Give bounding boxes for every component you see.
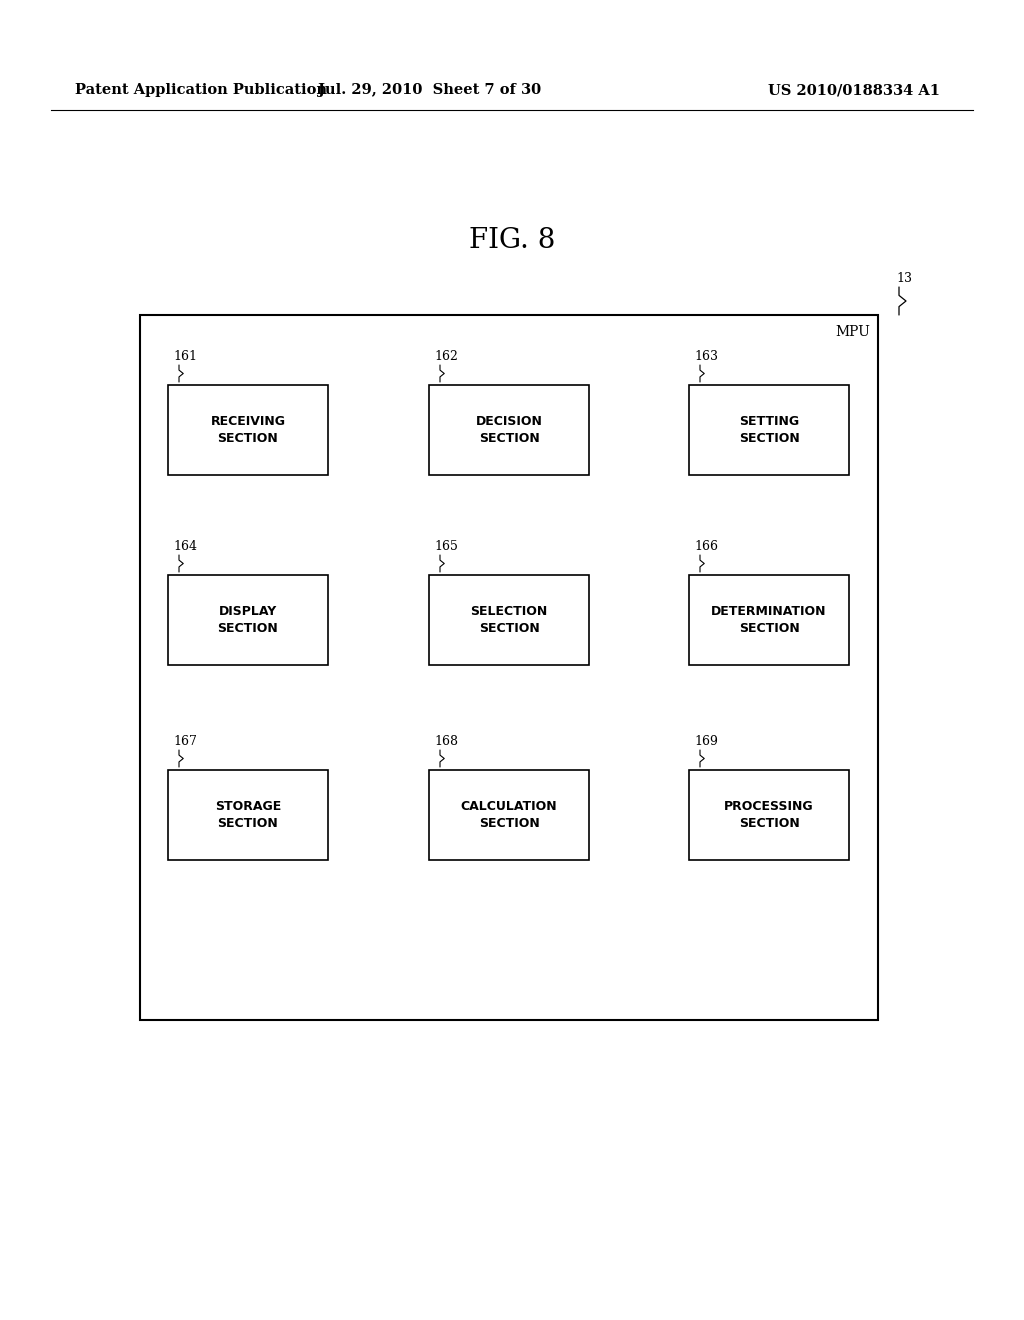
Bar (168, 385, 328, 475)
Text: 13: 13 (896, 272, 912, 285)
Text: Jul. 29, 2010  Sheet 7 of 30: Jul. 29, 2010 Sheet 7 of 30 (318, 83, 542, 96)
Bar (429, 770, 589, 861)
Bar (689, 576, 849, 665)
Text: DECISION
SECTION: DECISION SECTION (475, 414, 543, 445)
Bar (689, 770, 849, 861)
Bar (689, 385, 849, 475)
Text: Patent Application Publication: Patent Application Publication (75, 83, 327, 96)
Text: 167: 167 (173, 735, 197, 748)
Text: DISPLAY
SECTION: DISPLAY SECTION (218, 605, 279, 635)
Text: 169: 169 (694, 735, 718, 748)
Text: SELECTION
SECTION: SELECTION SECTION (470, 605, 548, 635)
Text: 164: 164 (173, 540, 197, 553)
Text: US 2010/0188334 A1: US 2010/0188334 A1 (768, 83, 940, 96)
Text: 163: 163 (694, 350, 718, 363)
Text: STORAGE
SECTION: STORAGE SECTION (215, 800, 282, 830)
Text: RECEIVING
SECTION: RECEIVING SECTION (211, 414, 286, 445)
Text: MPU: MPU (836, 325, 870, 339)
Text: PROCESSING
SECTION: PROCESSING SECTION (724, 800, 814, 830)
Bar (168, 576, 328, 665)
Text: 166: 166 (694, 540, 718, 553)
Text: FIG. 8: FIG. 8 (469, 227, 555, 253)
Text: 165: 165 (434, 540, 458, 553)
Bar (429, 576, 589, 665)
Bar (140, 315, 878, 1020)
Text: 162: 162 (434, 350, 458, 363)
Bar (168, 770, 328, 861)
Bar (429, 385, 589, 475)
Text: CALCULATION
SECTION: CALCULATION SECTION (461, 800, 557, 830)
Text: 161: 161 (173, 350, 197, 363)
Text: SETTING
SECTION: SETTING SECTION (738, 414, 800, 445)
Text: DETERMINATION
SECTION: DETERMINATION SECTION (712, 605, 826, 635)
Text: 168: 168 (434, 735, 458, 748)
